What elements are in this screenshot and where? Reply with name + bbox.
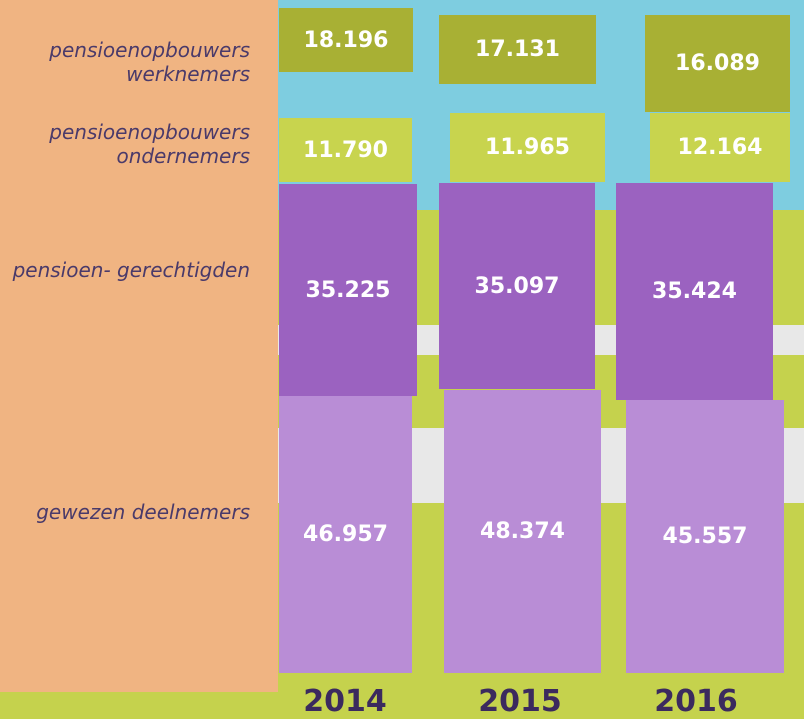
value-block: 45.557 bbox=[626, 400, 784, 673]
row-label: pensioen- gerechtigden bbox=[0, 258, 250, 282]
value-block: 46.957 bbox=[279, 396, 412, 673]
year-label: 2015 bbox=[440, 684, 600, 719]
label-panel bbox=[0, 0, 278, 692]
value-block: 16.089 bbox=[645, 15, 790, 112]
year-label: 2016 bbox=[616, 684, 776, 719]
row-label: pensioenopbouwers werknemers bbox=[0, 38, 250, 86]
value-block: 11.790 bbox=[279, 118, 412, 182]
row-label: pensioenopbouwers ondernemers bbox=[0, 120, 250, 168]
value-block: 35.424 bbox=[616, 183, 773, 400]
value-block: 17.131 bbox=[439, 15, 596, 84]
value-block: 35.225 bbox=[279, 184, 417, 396]
infographic: pensioenopbouwers werknemers 18.196 17.131… bbox=[0, 0, 804, 719]
row-label: gewezen deelnemers bbox=[0, 500, 250, 524]
value-block: 11.965 bbox=[450, 113, 605, 182]
value-block: 12.164 bbox=[650, 113, 790, 182]
value-block: 35.097 bbox=[439, 183, 595, 389]
year-label: 2014 bbox=[265, 684, 425, 719]
value-block: 48.374 bbox=[444, 390, 601, 673]
value-block: 18.196 bbox=[279, 8, 413, 72]
